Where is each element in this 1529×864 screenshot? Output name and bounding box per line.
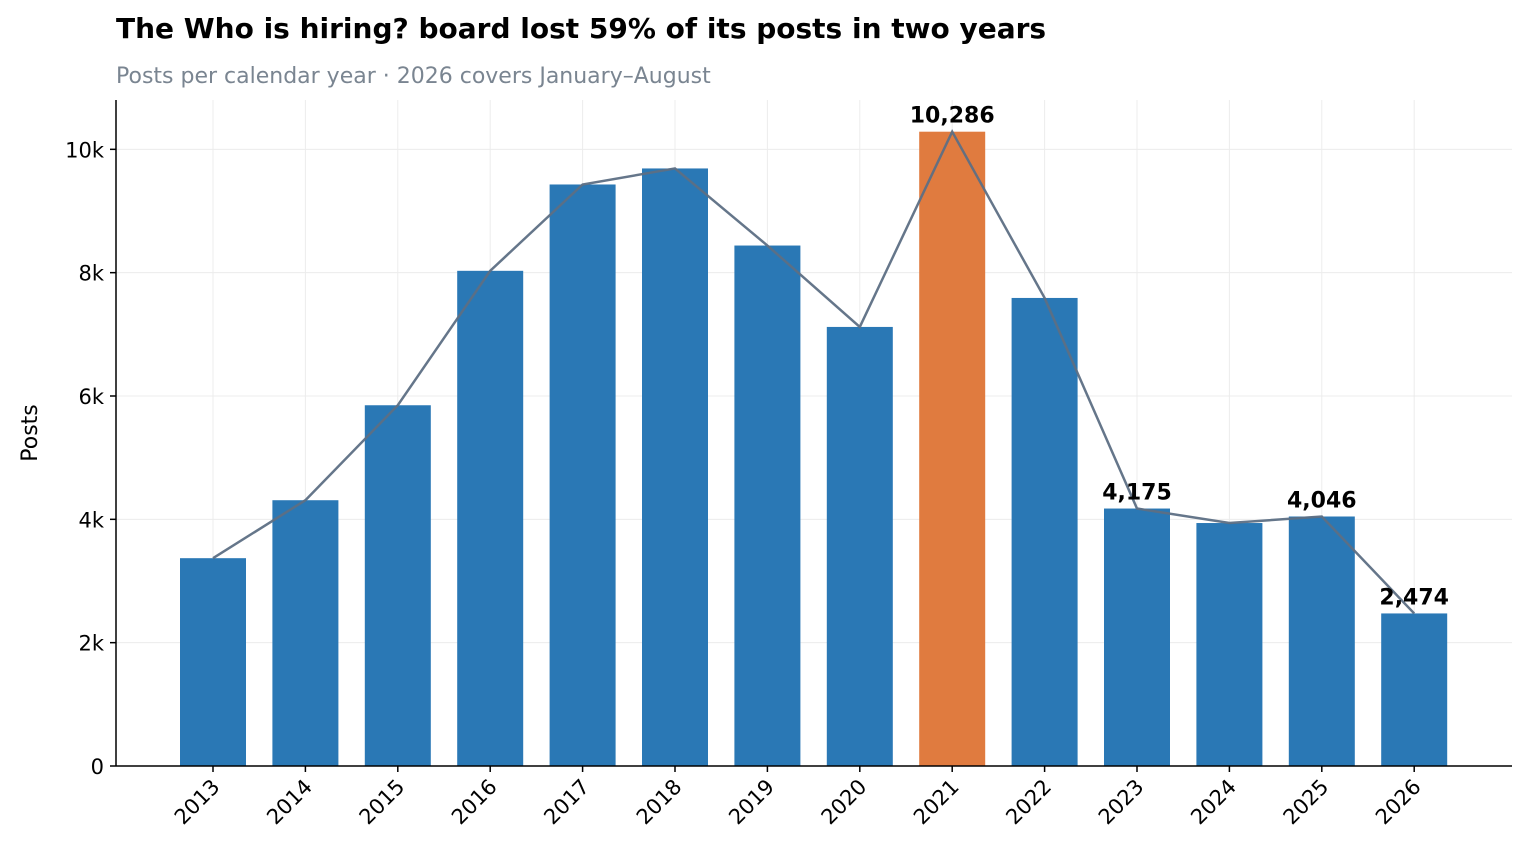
x-tick-label-2023: 2023 [1094,775,1149,830]
data-label-2026: 2,474 [1379,585,1449,610]
bar-2025 [1288,516,1355,766]
data-label-2023: 4,175 [1102,481,1172,506]
bar-2021 [919,131,986,767]
chart-subtitle: Posts per calendar year · 2026 covers Ja… [116,64,711,89]
x-tick-label-2019: 2019 [724,775,779,830]
data-label-2025: 4,046 [1287,488,1357,513]
y-tick-label: 0 [91,755,104,779]
bar-2022 [1011,297,1078,766]
trend-line-path [212,128,1416,615]
x-tick-label-2025: 2025 [1279,775,1334,830]
y-tick-label: 10k [65,138,105,162]
x-tick-label-2020: 2020 [817,775,872,830]
chart-title: The Who is hiring? board lost 59% of its… [116,12,1047,45]
bar-2018 [642,168,708,766]
bar-2017 [549,184,616,766]
x-tick-label-2026: 2026 [1371,775,1426,830]
bar-2015 [364,405,431,766]
x-tick-label-2013: 2013 [170,775,225,830]
y-tick-label: 8k [78,262,104,286]
x-tick-label-2024: 2024 [1186,775,1241,830]
x-tick-label-2015: 2015 [355,775,410,830]
bar-2024 [1196,523,1263,766]
data-labels: 10,286 4,175 4,046 2,474 [910,104,1449,611]
x-tick-label-2016: 2016 [447,775,502,830]
x-tick-label-2017: 2017 [539,775,594,830]
bar-2026 [1381,613,1448,766]
bar-2014 [272,500,339,766]
y-tick-label: 6k [78,385,104,409]
data-label-2021: 10,286 [910,104,995,129]
bars [180,131,1448,767]
bar-2023 [1104,508,1170,766]
y-tick-label: 4k [78,508,104,532]
x-tick-label-2021: 2021 [909,775,964,830]
bar-2019 [734,245,801,767]
trend-line [212,128,1416,615]
x-tick-label-2018: 2018 [632,775,687,830]
y-axis-label: Posts [18,404,43,462]
x-tick-label-2022: 2022 [1001,775,1056,830]
y-tick-label: 2k [78,632,104,656]
bar-2013 [180,558,246,766]
x-tick-label-2014: 2014 [262,775,317,830]
bar-2020 [826,326,893,766]
bar-2016 [457,270,524,766]
